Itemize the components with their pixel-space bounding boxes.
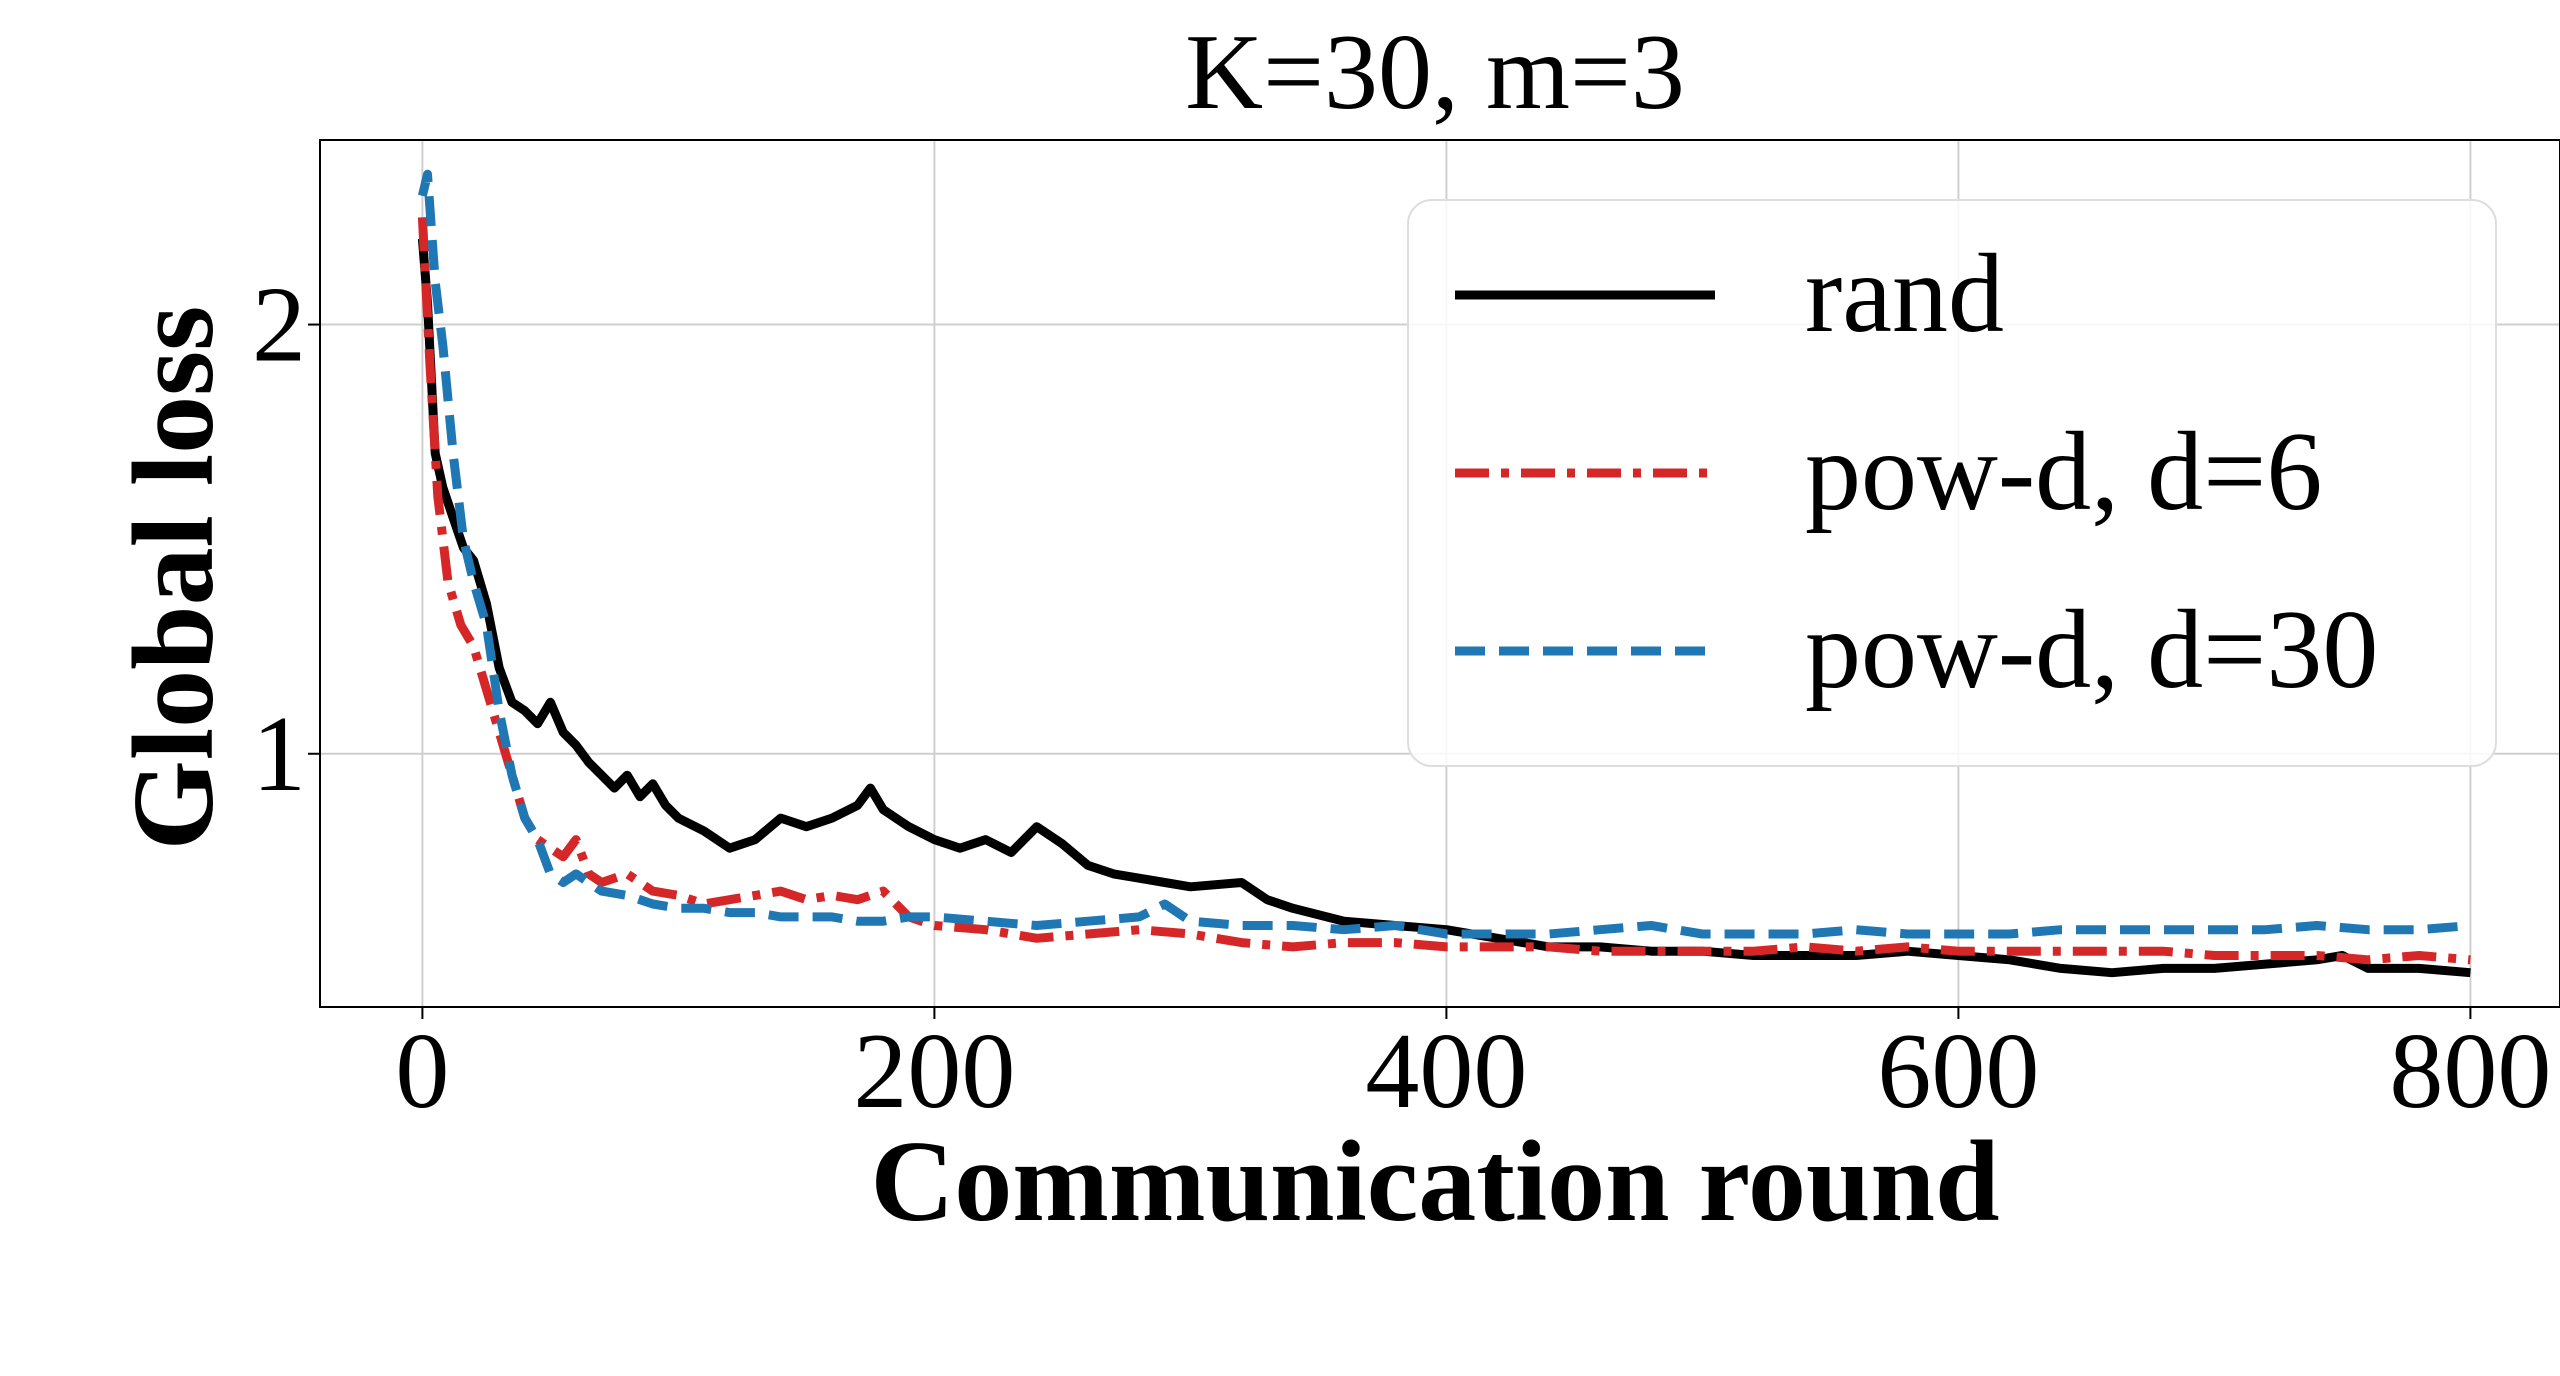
y-axis-label: Global loss (110, 306, 238, 851)
y-tick-label: 2 (252, 266, 306, 385)
y-tick-label: 1 (252, 695, 306, 814)
series-line-2 (417, 217, 2471, 965)
x-tick-label: 200 (853, 1012, 1015, 1131)
legend-label: rand (1805, 232, 2004, 356)
x-tick-label: 0 (395, 1012, 449, 1131)
x-axis-label: Communication round (870, 1118, 1999, 1246)
tick-labels: 0 200 400 600 800 1 2 (252, 266, 2551, 1131)
legend-label: pow-d, d=6 (1805, 410, 2322, 534)
chart-title: K=30, m=3 (1185, 13, 1685, 132)
x-tick-label: 600 (1877, 1012, 2039, 1131)
legend-frame (1407, 199, 2497, 767)
x-tick-label: 400 (1365, 1012, 1527, 1131)
legend: rand pow-d, d=6 pow-d, d=30 (1407, 199, 2497, 767)
series-line-3 (418, 169, 2471, 939)
x-tick-label: 800 (2389, 1012, 2551, 1131)
series-lines (417, 169, 2471, 978)
plot-area (319, 139, 2560, 1008)
legend-label: pow-d, d=30 (1805, 588, 2378, 712)
